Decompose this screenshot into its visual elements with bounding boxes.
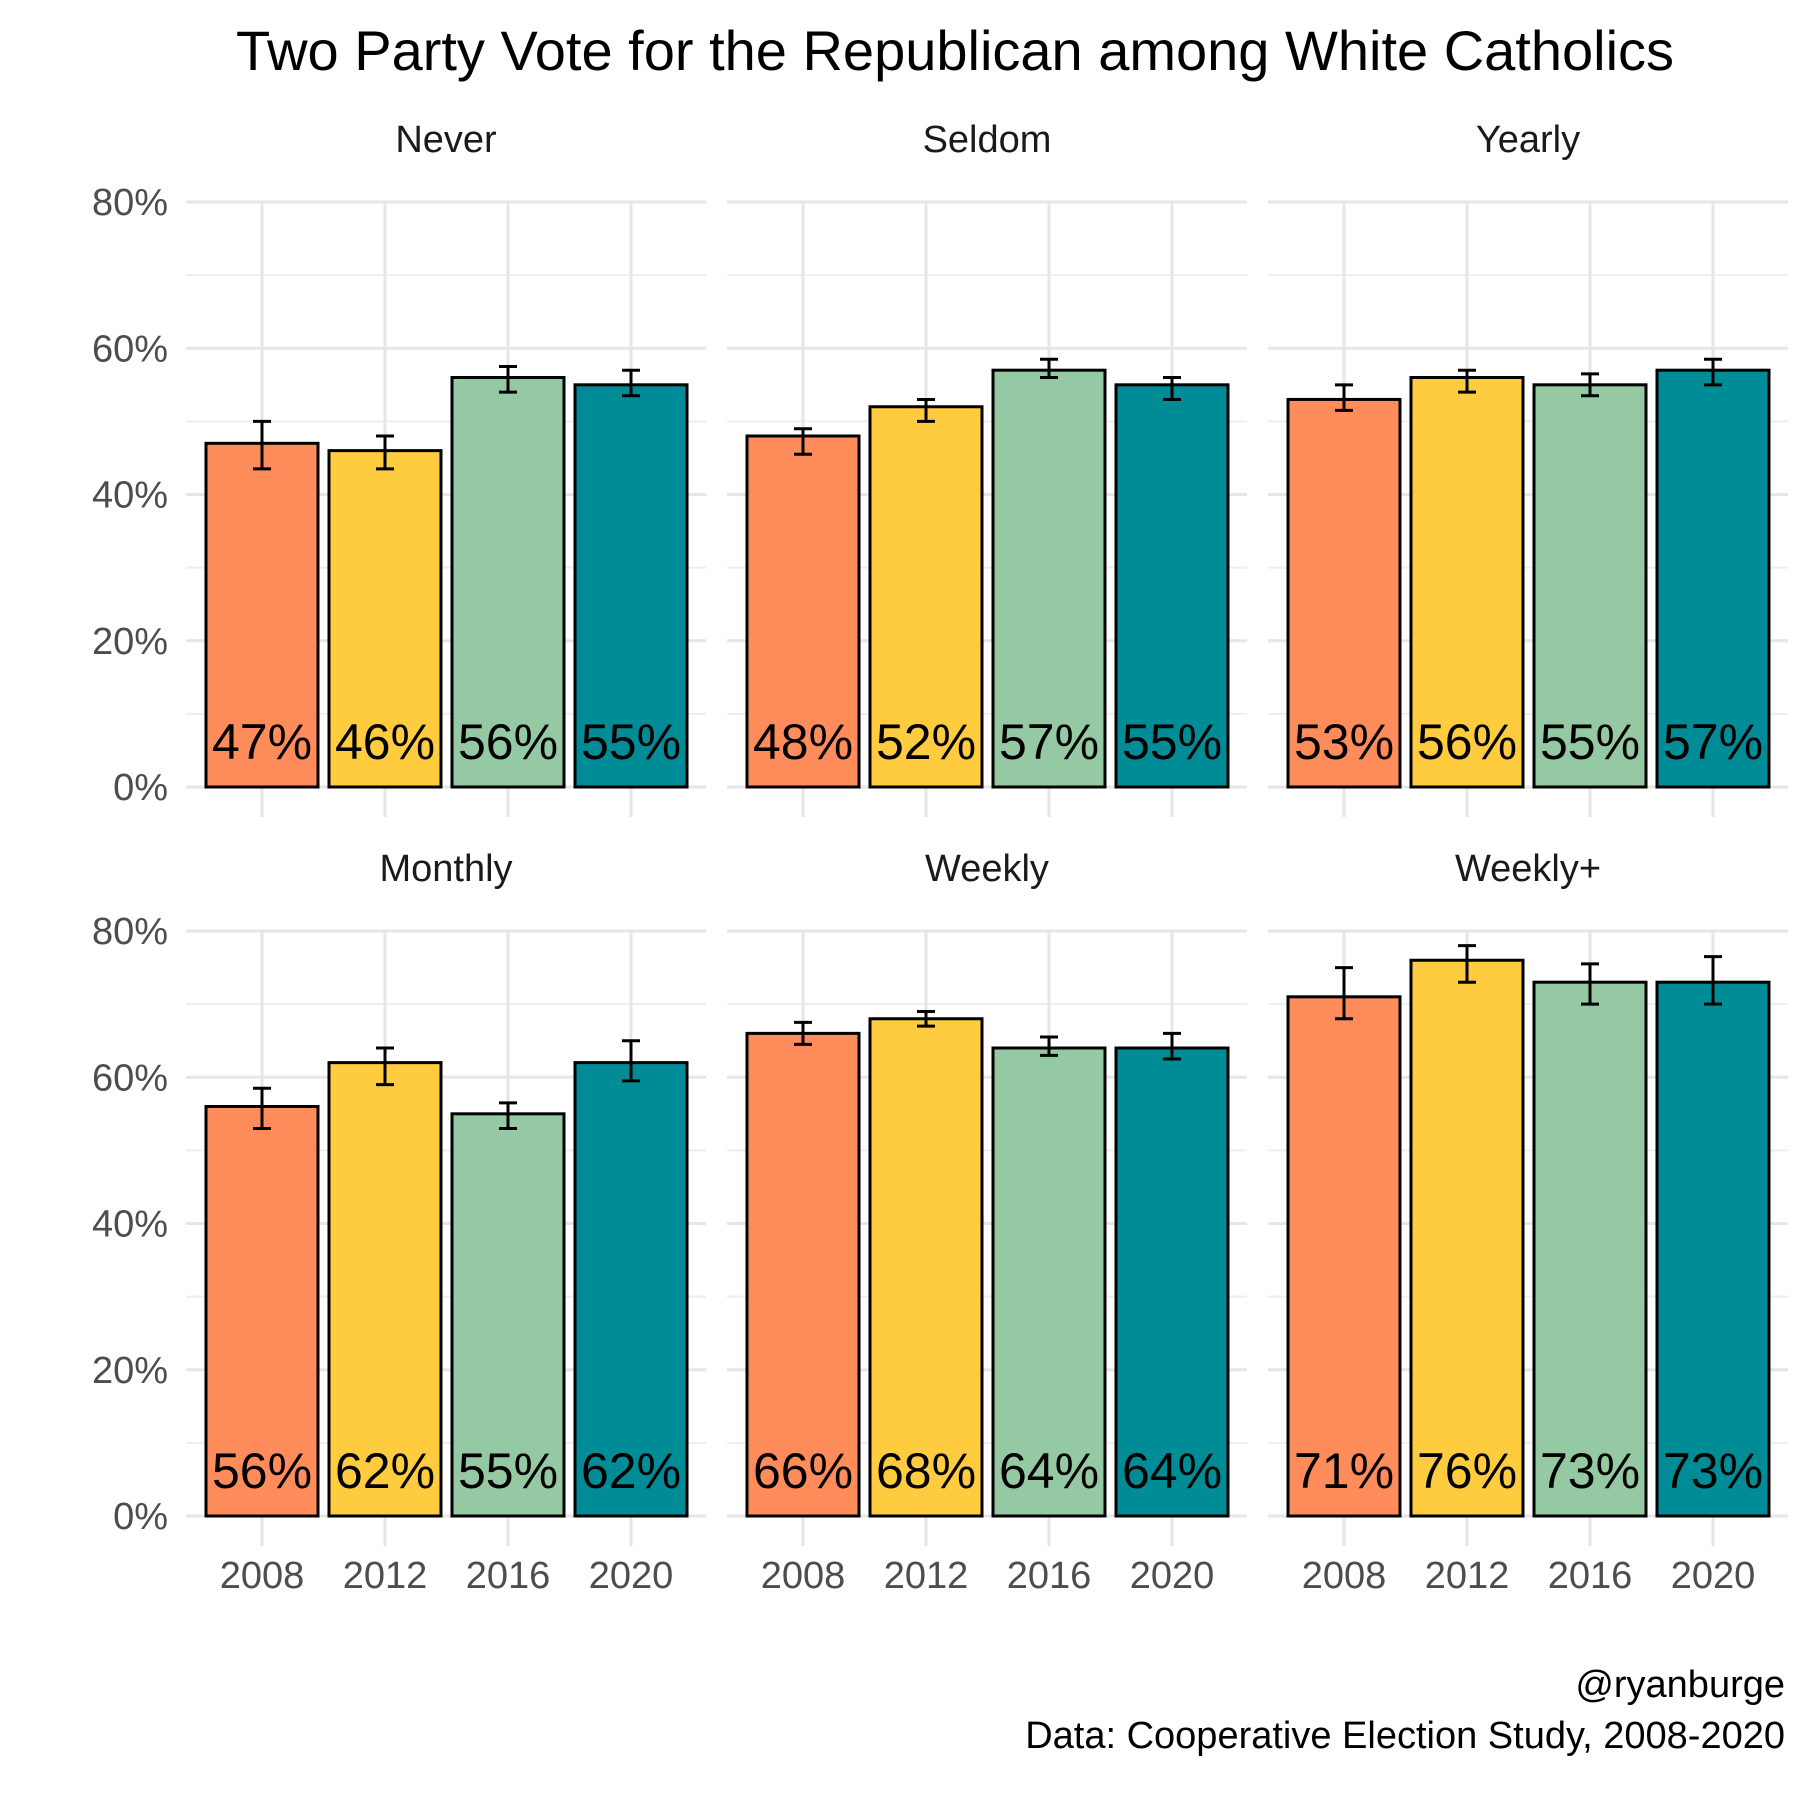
x-tick-label: 2016 xyxy=(1548,1555,1633,1597)
x-tick-label: 2008 xyxy=(761,1555,846,1597)
bar-value-label: 62% xyxy=(581,1443,681,1499)
bar-value-label: 52% xyxy=(876,714,976,770)
bar-value-label: 64% xyxy=(999,1443,1099,1499)
x-tick-label: 2012 xyxy=(1425,1555,1510,1597)
bar xyxy=(991,1046,1107,1518)
bar xyxy=(327,1061,443,1518)
bar xyxy=(1532,980,1648,1518)
panels-group: Never 0% 20% 40% 60% 80% 47% 46% 56% 55% Seldom 48%… xyxy=(92,119,1788,1597)
facet-label: Weekly xyxy=(925,848,1049,890)
bar xyxy=(450,376,566,789)
bar-value-label: 55% xyxy=(581,714,681,770)
bar xyxy=(1286,397,1402,789)
bar xyxy=(1409,958,1525,1518)
bar-value-label: 68% xyxy=(876,1443,976,1499)
bar-value-label: 55% xyxy=(1540,714,1640,770)
facet-panel-yearly: Yearly 53% 56% 55% 57% xyxy=(1268,119,1788,817)
bar-value-label: 62% xyxy=(335,1443,435,1499)
bar xyxy=(1114,1046,1230,1518)
x-tick-label: 2016 xyxy=(466,1555,551,1597)
bar xyxy=(745,1031,861,1518)
x-tick-label: 2008 xyxy=(220,1555,305,1597)
caption-handle: @ryanburge xyxy=(1575,1664,1785,1706)
x-tick-label: 2012 xyxy=(343,1555,428,1597)
bar xyxy=(327,449,443,789)
bar-value-label: 46% xyxy=(335,714,435,770)
bar-value-label: 56% xyxy=(458,714,558,770)
x-tick-label: 2020 xyxy=(589,1555,674,1597)
facet-label: Yearly xyxy=(1476,119,1580,161)
bar xyxy=(1114,383,1230,789)
bar xyxy=(1286,995,1402,1518)
bar-value-label: 66% xyxy=(753,1443,853,1499)
bar-value-label: 73% xyxy=(1540,1443,1640,1499)
facet-panel-weekly: Weekly 66% 2008 68% 2012 64% 2016 64% 2020 xyxy=(727,848,1247,1597)
y-tick-label: 60% xyxy=(92,328,168,370)
y-tick-label: 0% xyxy=(113,767,168,809)
bar-value-label: 47% xyxy=(212,714,312,770)
bar-value-label: 71% xyxy=(1294,1443,1394,1499)
bar-value-label: 53% xyxy=(1294,714,1394,770)
facet-label: Weekly+ xyxy=(1455,848,1601,890)
y-tick-label: 20% xyxy=(92,621,168,663)
bar-value-label: 56% xyxy=(1417,714,1517,770)
y-tick-label: 80% xyxy=(92,182,168,224)
facet-panel-monthly: Monthly 0% 20% 40% 60% 80% 56% 2008 62% 2012 55% 20… xyxy=(92,848,706,1597)
facet-panel-never: Never 0% 20% 40% 60% 80% 47% 46% 56% 55% xyxy=(92,119,706,817)
x-tick-label: 2020 xyxy=(1671,1555,1756,1597)
facet-panel-seldom: Seldom 48% 52% 57% 55% xyxy=(727,119,1247,817)
x-tick-label: 2016 xyxy=(1007,1555,1092,1597)
bar-value-label: 56% xyxy=(212,1443,312,1499)
bar-value-label: 55% xyxy=(1122,714,1222,770)
bar-value-label: 57% xyxy=(999,714,1099,770)
bar xyxy=(204,441,320,789)
bar xyxy=(1655,980,1771,1518)
facet-label: Never xyxy=(395,119,497,161)
y-tick-label: 40% xyxy=(92,475,168,517)
bar xyxy=(868,1017,984,1518)
bar-value-label: 76% xyxy=(1417,1443,1517,1499)
bar-value-label: 64% xyxy=(1122,1443,1222,1499)
x-tick-label: 2012 xyxy=(884,1555,969,1597)
bar-value-label: 57% xyxy=(1663,714,1763,770)
x-tick-label: 2008 xyxy=(1302,1555,1387,1597)
x-tick-label: 2020 xyxy=(1130,1555,1215,1597)
bar-value-label: 73% xyxy=(1663,1443,1763,1499)
bar xyxy=(1532,383,1648,789)
bar xyxy=(868,405,984,789)
y-tick-label: 40% xyxy=(92,1204,168,1246)
y-tick-label: 60% xyxy=(92,1057,168,1099)
bar xyxy=(991,368,1107,789)
bar xyxy=(745,434,861,789)
facet-label: Seldom xyxy=(923,119,1052,161)
chart-title: Two Party Vote for the Republican among … xyxy=(236,19,1674,82)
bar xyxy=(573,1061,689,1518)
y-tick-label: 0% xyxy=(113,1496,168,1538)
y-tick-label: 80% xyxy=(92,911,168,953)
bar-value-label: 55% xyxy=(458,1443,558,1499)
y-tick-label: 20% xyxy=(92,1350,168,1392)
caption-source: Data: Cooperative Election Study, 2008-2… xyxy=(1025,1715,1785,1757)
facet-panel-weekly-plus: Weekly+ 71% 2008 76% 2012 73% 2016 73% 2020 xyxy=(1268,848,1788,1597)
facet-label: Monthly xyxy=(379,848,512,890)
bar-value-label: 48% xyxy=(753,714,853,770)
bar xyxy=(204,1105,320,1518)
